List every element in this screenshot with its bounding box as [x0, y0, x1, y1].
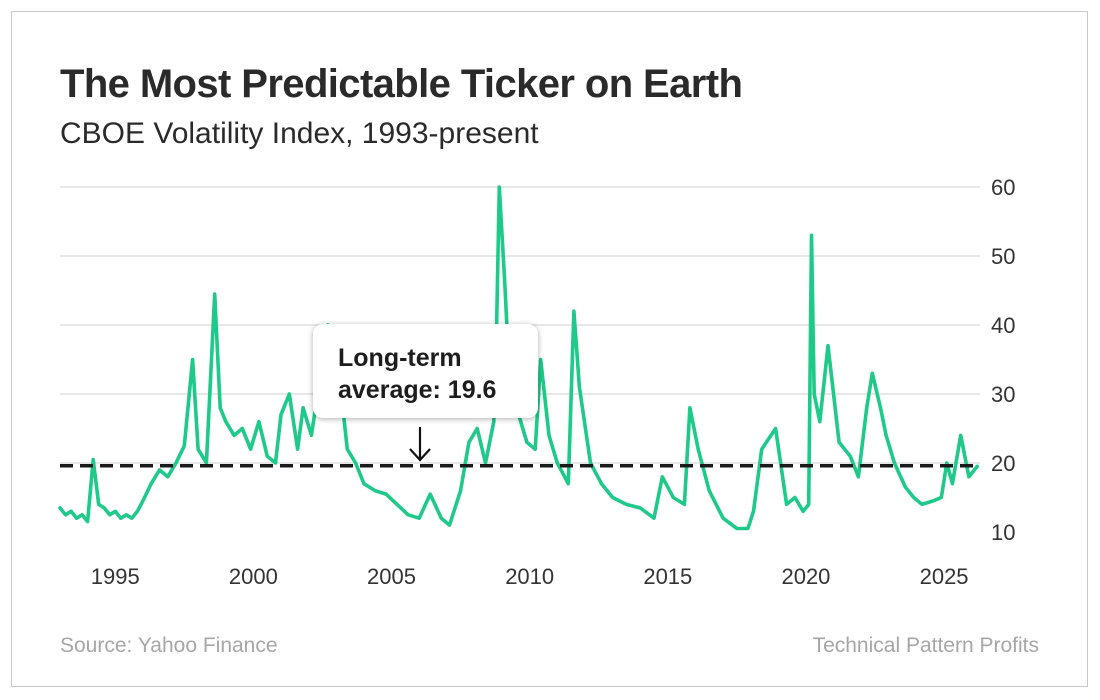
xtick-label-1995: 1995: [91, 564, 140, 589]
chart-subtitle: CBOE Volatility Index, 1993-present: [60, 117, 539, 150]
ytick-label-10: 10: [991, 520, 1015, 545]
down-arrow-icon: [409, 427, 431, 462]
xtick-label-2025: 2025: [920, 564, 969, 589]
xtick-label-2015: 2015: [643, 564, 692, 589]
xtick-label-2000: 2000: [229, 564, 278, 589]
ytick-label-30: 30: [991, 382, 1015, 407]
brand-credit: Technical Pattern Profits: [812, 634, 1039, 657]
ytick-label-50: 50: [991, 244, 1015, 269]
chart-title: The Most Predictable Ticker on Earth: [60, 62, 743, 106]
ytick-label-60: 60: [991, 175, 1015, 200]
ytick-label-40: 40: [991, 313, 1015, 338]
annotation-line-2: average: 19.6: [338, 376, 497, 404]
chart-frame: [11, 11, 1088, 687]
xtick-label-2010: 2010: [505, 564, 554, 589]
annotation-line-1: Long-term: [338, 344, 462, 372]
source-note: Source: Yahoo Finance: [60, 634, 278, 657]
ytick-label-20: 20: [991, 451, 1015, 476]
series-line-vix: [58, 185, 980, 531]
xtick-label-2005: 2005: [367, 564, 416, 589]
xtick-label-2020: 2020: [781, 564, 830, 589]
average-annotation-box: Long-term average: 19.6: [313, 324, 538, 418]
